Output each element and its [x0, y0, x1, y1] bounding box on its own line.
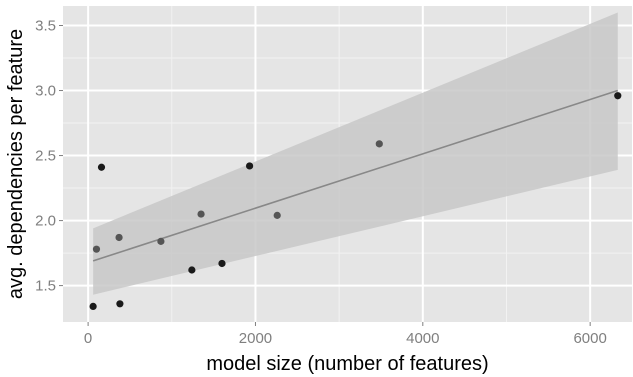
y-axis-title: avg. dependencies per feature — [5, 29, 27, 299]
x-axis: 0 2000 4000 6000 — [84, 322, 607, 347]
data-point — [116, 300, 124, 308]
data-point — [92, 245, 101, 253]
data-point — [115, 233, 123, 242]
data-point — [188, 266, 196, 274]
data-point — [197, 210, 205, 218]
x-tick-label: 4000 — [406, 330, 439, 347]
y-tick-label: 3.0 — [35, 83, 56, 100]
data-point — [375, 140, 383, 148]
data-point — [273, 211, 281, 219]
x-tick-label: 0 — [84, 330, 92, 347]
x-axis-title: model size (number of features) — [206, 353, 488, 375]
confidence-band — [93, 12, 618, 295]
trend-line-layer — [92, 89, 619, 262]
data-point — [245, 162, 254, 170]
y-tick-label: 2.0 — [35, 213, 56, 230]
y-tick-label: 1.5 — [35, 278, 56, 295]
data-point — [157, 237, 165, 245]
data-point — [89, 302, 97, 310]
points-layer — [89, 92, 622, 310]
confidence-band-layer — [93, 12, 618, 295]
data-point — [97, 163, 106, 171]
trend-line — [92, 89, 619, 262]
y-tick-label: 2.5 — [35, 148, 56, 165]
x-tick-label: 2000 — [239, 330, 272, 347]
y-axis: 1.5 2.0 2.5 3.0 3.5 — [35, 18, 63, 295]
data-point — [614, 92, 622, 100]
x-tick-label: 6000 — [573, 330, 606, 347]
y-tick-label: 3.5 — [35, 18, 56, 35]
data-point — [218, 259, 226, 268]
